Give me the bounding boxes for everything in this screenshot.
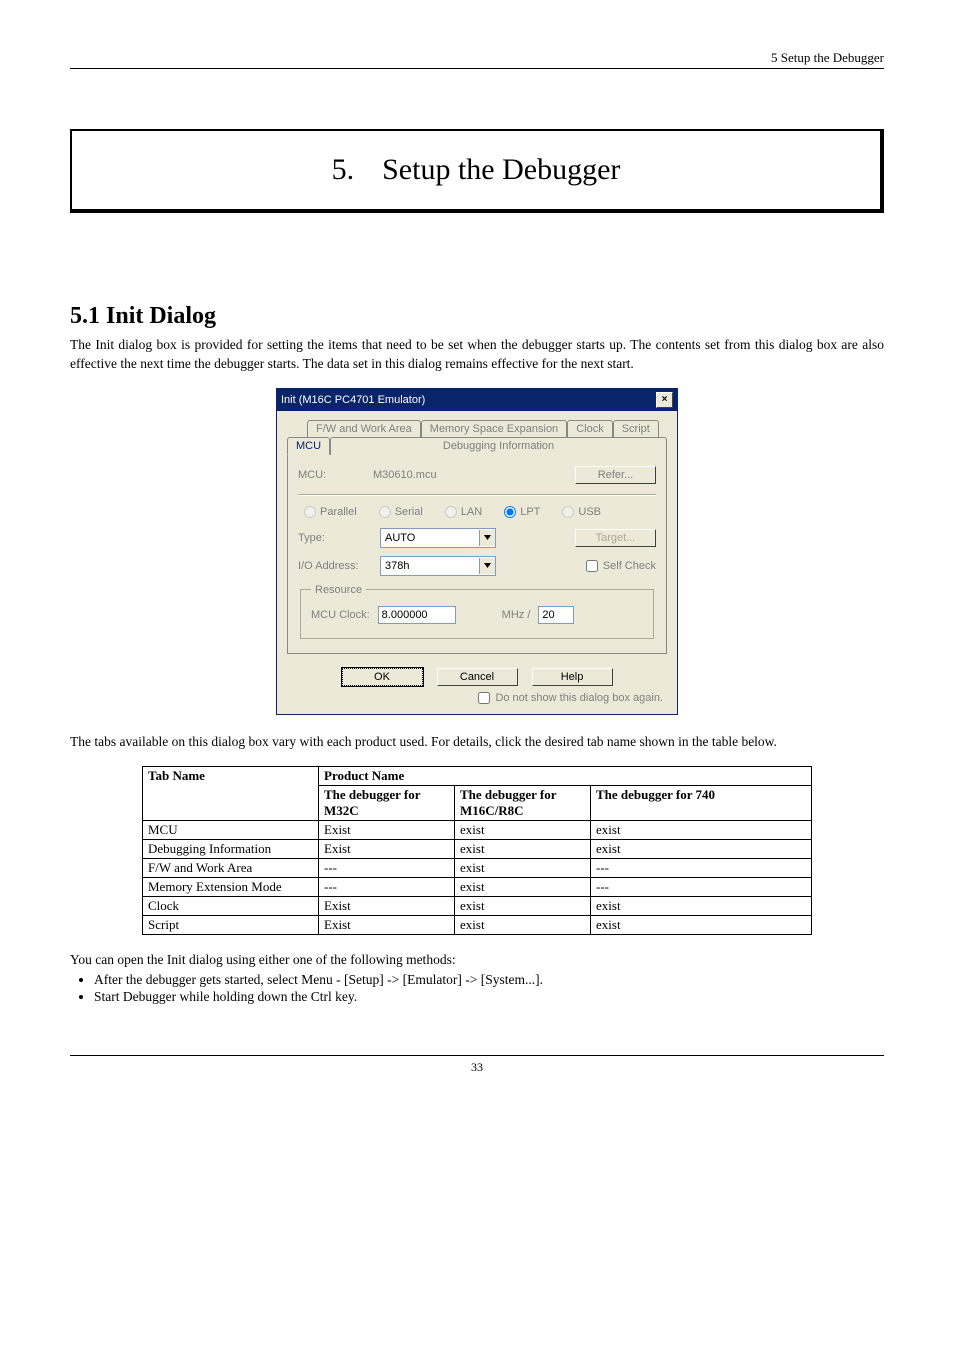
io-address-select[interactable]: 378h [380, 556, 496, 576]
page-number: 33 [70, 1060, 884, 1075]
help-button[interactable]: Help [532, 668, 613, 686]
mcu-label: MCU: [298, 469, 373, 481]
radio-usb[interactable]: USB [562, 506, 601, 518]
close-icon[interactable]: × [656, 392, 673, 408]
section-heading: 5.1 Init Dialog [70, 303, 884, 330]
table-cell: MCU [143, 820, 319, 839]
chevron-down-icon [479, 530, 495, 546]
chapter-text: Setup the Debugger [382, 153, 620, 186]
mhz-label: MHz / [502, 609, 531, 621]
table-cell: Memory Extension Mode [143, 877, 319, 896]
table-row: MCUExistexistexist [143, 820, 812, 839]
type-label: Type: [298, 532, 380, 544]
th-product-name: Product Name [319, 766, 812, 785]
table-cell: Clock [143, 896, 319, 915]
table-row: Memory Extension Mode---exist--- [143, 877, 812, 896]
chapter-title: 5. Setup the Debugger [70, 129, 884, 213]
tabs-front-row: MCU Debugging Information [287, 436, 667, 454]
self-check-checkbox[interactable]: Self Check [586, 560, 656, 572]
table-cell: --- [591, 858, 812, 877]
tab-fw-work-area[interactable]: F/W and Work Area [307, 420, 421, 437]
th-debugger-m16c-r8c: The debugger for M16C/R8C [455, 785, 591, 820]
mcu-clock-input[interactable]: 8.000000 [378, 606, 456, 624]
product-table: Tab Name Product Name The debugger for M… [142, 766, 812, 935]
header-rule [70, 68, 884, 69]
methods-list: After the debugger gets started, select … [70, 972, 884, 1005]
refer-button[interactable]: Refer... [575, 466, 656, 484]
table-cell: exist [591, 839, 812, 858]
table-cell: exist [591, 915, 812, 934]
dialog-screenshot: Init (M16C PC4701 Emulator) × F/W and Wo… [70, 388, 884, 715]
chevron-down-icon [479, 558, 495, 574]
tab-panel-mcu: MCU: M30610.mcu Refer... Parallel Serial… [287, 453, 667, 654]
table-cell: Exist [319, 839, 455, 858]
table-cell: --- [591, 877, 812, 896]
type-value: AUTO [385, 532, 415, 544]
list-item: After the debugger gets started, select … [94, 972, 884, 988]
table-row: ClockExistexistexist [143, 896, 812, 915]
resource-legend: Resource [311, 584, 366, 596]
table-cell: exist [455, 915, 591, 934]
table-row: Debugging InformationExistexistexist [143, 839, 812, 858]
ok-button[interactable]: OK [342, 668, 423, 686]
table-cell: exist [455, 877, 591, 896]
mcu-clock-label: MCU Clock: [311, 609, 370, 621]
tab-memory-space-expansion[interactable]: Memory Space Expansion [421, 420, 567, 437]
footer-rule [70, 1055, 884, 1056]
tabs-back-row: F/W and Work Area Memory Space Expansion… [307, 419, 667, 436]
radio-serial[interactable]: Serial [379, 506, 423, 518]
table-cell: exist [591, 820, 812, 839]
table-cell: Debugging Information [143, 839, 319, 858]
table-cell: Exist [319, 915, 455, 934]
connection-radio-group: Parallel Serial LAN LPT USB [298, 506, 656, 518]
dont-show-checkbox[interactable] [478, 692, 490, 704]
cancel-button[interactable]: Cancel [437, 668, 518, 686]
th-tab-name: Tab Name [143, 766, 319, 820]
table-cell: exist [455, 896, 591, 915]
init-dialog: Init (M16C PC4701 Emulator) × F/W and Wo… [276, 388, 678, 715]
th-debugger-740: The debugger for 740 [591, 785, 812, 820]
tab-mcu[interactable]: MCU [287, 437, 330, 455]
table-cell: Exist [319, 820, 455, 839]
table-cell: --- [319, 877, 455, 896]
th-debugger-m32c: The debugger for M32C [319, 785, 455, 820]
methods-intro: You can open the Init dialog using eithe… [70, 951, 884, 970]
intro-paragraph: The Init dialog box is provided for sett… [70, 336, 884, 374]
table-cell: F/W and Work Area [143, 858, 319, 877]
panel-separator [298, 494, 656, 496]
io-address-label: I/O Address: [298, 560, 380, 572]
radio-parallel[interactable]: Parallel [304, 506, 357, 518]
table-cell: --- [319, 858, 455, 877]
dialog-titlebar: Init (M16C PC4701 Emulator) × [277, 389, 677, 411]
resource-group: Resource MCU Clock: 8.000000 MHz / 20 [300, 584, 654, 639]
running-head: 5 Setup the Debugger [70, 50, 884, 66]
type-select[interactable]: AUTO [380, 528, 496, 548]
target-button[interactable]: Target... [575, 529, 656, 547]
table-cell: Script [143, 915, 319, 934]
dont-show-label: Do not show this dialog box again. [495, 692, 663, 704]
table-cell: exist [455, 820, 591, 839]
list-item: Start Debugger while holding down the Ct… [94, 989, 884, 1005]
tabs-paragraph: The tabs available on this dialog box va… [70, 733, 884, 752]
mcu-file-name: M30610.mcu [373, 469, 437, 481]
radio-lpt[interactable]: LPT [504, 506, 540, 518]
mhz-divisor-input[interactable]: 20 [538, 606, 574, 624]
table-cell: exist [591, 896, 812, 915]
radio-lan[interactable]: LAN [445, 506, 482, 518]
table-cell: exist [455, 858, 591, 877]
tab-debugging-information[interactable]: Debugging Information [330, 437, 667, 455]
chapter-number: 5. [332, 153, 355, 187]
tab-clock[interactable]: Clock [567, 420, 613, 437]
io-address-value: 378h [385, 560, 409, 572]
dialog-buttons: OK Cancel Help [287, 668, 667, 686]
tab-script[interactable]: Script [613, 420, 659, 437]
table-row: ScriptExistexistexist [143, 915, 812, 934]
table-row: F/W and Work Area---exist--- [143, 858, 812, 877]
dialog-title-text: Init (M16C PC4701 Emulator) [281, 394, 425, 406]
table-cell: exist [455, 839, 591, 858]
table-cell: Exist [319, 896, 455, 915]
